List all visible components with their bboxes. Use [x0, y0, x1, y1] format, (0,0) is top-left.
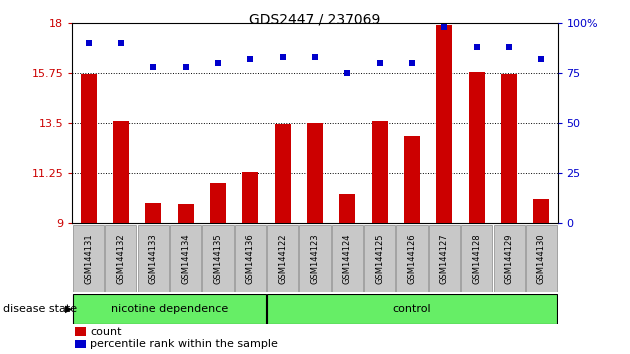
Point: [148, 64, 158, 70]
Point: [407, 60, 417, 66]
Text: GSM144127: GSM144127: [440, 233, 449, 284]
Text: GSM144126: GSM144126: [408, 233, 416, 284]
Bar: [105, 225, 137, 292]
Point: [536, 56, 546, 62]
Bar: [113, 121, 129, 223]
Point: [310, 54, 320, 60]
Text: GSM144133: GSM144133: [149, 233, 158, 284]
Point: [181, 64, 191, 70]
Bar: [267, 294, 557, 324]
Bar: [307, 123, 323, 223]
Bar: [364, 225, 395, 292]
Bar: [493, 225, 525, 292]
Bar: [73, 225, 104, 292]
Point: [375, 60, 385, 66]
Text: nicotine dependence: nicotine dependence: [111, 304, 228, 314]
Bar: [75, 327, 86, 336]
Bar: [73, 294, 266, 324]
Point: [84, 40, 94, 46]
Text: GDS2447 / 237069: GDS2447 / 237069: [249, 12, 381, 27]
Bar: [275, 124, 291, 223]
Text: disease state: disease state: [3, 304, 77, 314]
Text: ▶: ▶: [65, 304, 72, 314]
Bar: [235, 225, 266, 292]
Text: GSM144134: GSM144134: [181, 233, 190, 284]
Bar: [145, 203, 161, 223]
Bar: [339, 194, 355, 223]
Text: GSM144125: GSM144125: [375, 233, 384, 284]
Bar: [267, 225, 298, 292]
Text: GSM144124: GSM144124: [343, 233, 352, 284]
Bar: [138, 225, 169, 292]
Bar: [178, 204, 194, 223]
Text: GSM144136: GSM144136: [246, 233, 255, 284]
Text: GSM144132: GSM144132: [117, 233, 125, 284]
Text: count: count: [90, 327, 122, 337]
Bar: [170, 225, 201, 292]
Text: GSM144128: GSM144128: [472, 233, 481, 284]
Bar: [469, 72, 485, 223]
Point: [342, 70, 352, 76]
Text: GSM144130: GSM144130: [537, 233, 546, 284]
Text: percentile rank within the sample: percentile rank within the sample: [90, 339, 278, 349]
Text: control: control: [392, 304, 432, 314]
Bar: [81, 74, 97, 223]
Bar: [533, 199, 549, 223]
Bar: [501, 74, 517, 223]
Point: [472, 44, 482, 50]
Point: [504, 44, 514, 50]
Bar: [202, 225, 234, 292]
Bar: [210, 183, 226, 223]
Bar: [332, 225, 363, 292]
Text: GSM144123: GSM144123: [311, 233, 319, 284]
Point: [213, 60, 223, 66]
Bar: [75, 340, 86, 348]
Bar: [396, 225, 428, 292]
Text: GSM144131: GSM144131: [84, 233, 93, 284]
Bar: [299, 225, 331, 292]
Bar: [436, 25, 452, 223]
Text: GSM144122: GSM144122: [278, 233, 287, 284]
Text: GSM144129: GSM144129: [505, 233, 513, 284]
Bar: [526, 225, 557, 292]
Point: [116, 40, 126, 46]
Point: [439, 24, 449, 30]
Text: GSM144135: GSM144135: [214, 233, 222, 284]
Bar: [372, 121, 387, 223]
Bar: [429, 225, 460, 292]
Point: [245, 56, 255, 62]
Point: [278, 54, 288, 60]
Bar: [461, 225, 492, 292]
Bar: [404, 136, 420, 223]
Bar: [242, 172, 258, 223]
